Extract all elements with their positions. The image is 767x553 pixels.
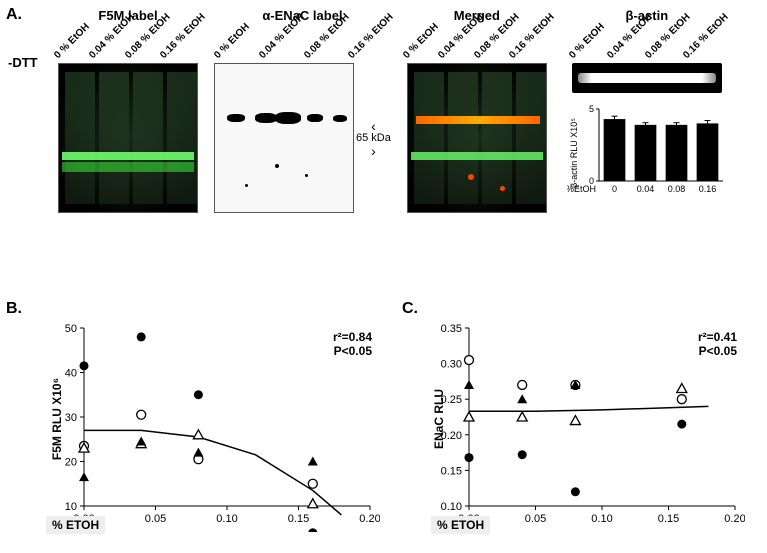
svg-text:0.08: 0.08 [668, 184, 686, 194]
enac-blot-image [214, 63, 354, 213]
plot-b-stats: r²=0.84 P<0.05 [333, 330, 372, 358]
lane-label: 0.16 % EtOH [665, 16, 710, 61]
svg-text:50: 50 [65, 323, 77, 335]
svg-text:0.20: 0.20 [724, 513, 745, 525]
svg-text:0.10: 0.10 [216, 513, 237, 525]
enac-lane-labels: 0 % EtOH 0.04 % EtOH 0.08 % EtOH 0.16 % … [214, 27, 391, 61]
svg-text:0.10: 0.10 [441, 501, 462, 513]
svg-text:0.35: 0.35 [441, 323, 462, 335]
panel-b-label: B. [6, 300, 22, 318]
svg-text:0.15: 0.15 [441, 465, 462, 477]
svg-text:0.15: 0.15 [658, 513, 679, 525]
f5m-lane-labels: 0 % EtOH 0.04 % EtOH 0.08 % EtOH 0.16 % … [58, 27, 198, 61]
scatter-plot-b: 0.000.050.100.150.201020304050 F5M RLU X… [40, 322, 380, 532]
plot-c-r2: r²=0.41 [698, 330, 737, 344]
plot-b-p: P<0.05 [333, 344, 372, 358]
panel-c-label: C. [402, 300, 418, 318]
merged-lane-labels: 0 % EtOH 0.04 % EtOH 0.08 % EtOH 0.16 % … [407, 27, 547, 61]
panel-a-label: A. [6, 6, 22, 24]
svg-text:0.30: 0.30 [441, 359, 462, 371]
f5m-blot-image [58, 63, 198, 213]
svg-text:5: 5 [589, 104, 594, 114]
plot-c-xlabel: % ETOH [431, 516, 490, 534]
svg-text:0.20: 0.20 [359, 513, 380, 525]
enac-blot-container: α-ENaC label 0 % EtOH 0.04 % EtOH 0.08 %… [214, 8, 391, 213]
scatter-plot-c: 0.000.050.100.150.200.100.150.200.250.30… [425, 322, 745, 532]
plot-b-r2: r²=0.84 [333, 330, 372, 344]
dtt-label: -DTT [8, 55, 38, 70]
bactin-lane-labels: 0 % EtOH 0.04 % EtOH 0.08 % EtOH 0.16 % … [572, 27, 722, 61]
svg-text:0.16: 0.16 [699, 184, 717, 194]
bactin-container: β-actin 0 % EtOH 0.04 % EtOH 0.08 % EtOH… [567, 8, 727, 203]
bactin-blot-image [572, 63, 722, 93]
svg-text:0.10: 0.10 [591, 513, 612, 525]
marker-arrow-bottom: › [371, 144, 376, 158]
f5m-blot-container: F5M label 0 % EtOH 0.04 % EtOH 0.08 % Et… [58, 8, 198, 213]
merged-blot-image [407, 63, 547, 213]
svg-text:10: 10 [65, 501, 77, 513]
svg-text:0.04: 0.04 [637, 184, 655, 194]
merged-blot-container: Merged 0 % EtOH 0.04 % EtOH 0.08 % EtOH … [407, 8, 547, 213]
svg-text:20: 20 [65, 457, 77, 469]
svg-text:β-actin RLU X10⁵: β-actin RLU X10⁵ [569, 118, 579, 188]
svg-text:0: 0 [612, 184, 617, 194]
svg-text:0.15: 0.15 [288, 513, 309, 525]
svg-text:0.05: 0.05 [145, 513, 166, 525]
svg-text:%EtOH: %EtOH [567, 184, 596, 194]
plot-c-p: P<0.05 [698, 344, 737, 358]
svg-text:30: 30 [65, 412, 77, 424]
svg-text:40: 40 [65, 368, 77, 380]
plot-b-ylabel: F5M RLU X10⁶ [50, 378, 64, 460]
marker-arrow-top: ‹ [371, 119, 376, 133]
plot-c-ylabel: ENaC RLU [432, 389, 446, 449]
bactin-bar-chart: 05β-actin RLU X10⁵00.040.080.16%EtOH [567, 103, 727, 203]
lane-label: 0 % EtOH [551, 16, 596, 61]
plot-c-stats: r²=0.41 P<0.05 [698, 330, 737, 358]
svg-text:0.05: 0.05 [525, 513, 546, 525]
plot-b-xlabel: % ETOH [46, 516, 105, 534]
kda-label: 65 kDa [356, 133, 391, 144]
